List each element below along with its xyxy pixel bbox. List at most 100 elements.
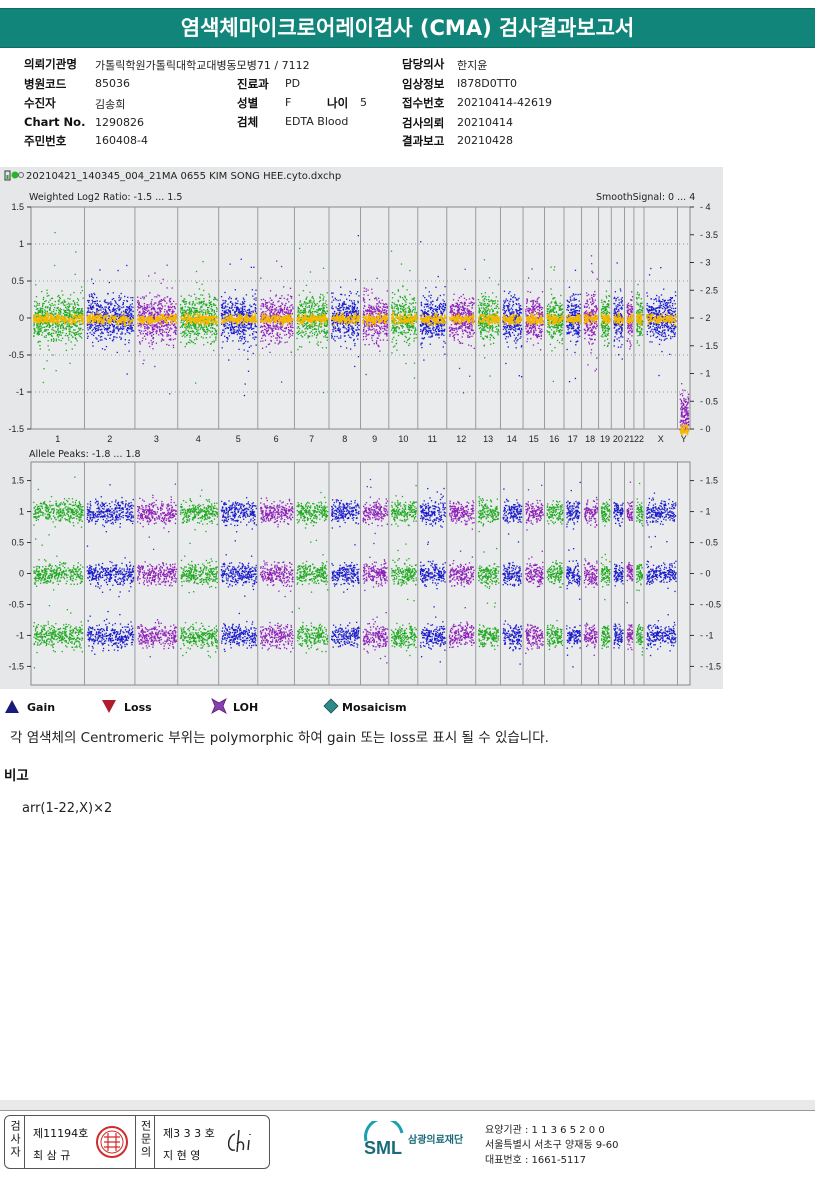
log2-ratio-point	[208, 299, 210, 302]
log2-ratio-point	[280, 381, 283, 383]
info-label: 검체	[237, 114, 258, 130]
log2-ratio-point	[337, 305, 340, 307]
log2-ratio-point	[117, 317, 120, 319]
log2-ratio-point	[200, 311, 203, 313]
log2-ratio-point	[323, 330, 326, 333]
log2-ratio-point	[296, 322, 299, 325]
smooth-signal-point	[250, 320, 253, 323]
log2-ratio-point	[272, 301, 274, 304]
log2-ratio-point	[300, 346, 303, 348]
smooth-signal-point	[212, 314, 215, 318]
log2-ratio-point	[224, 335, 226, 337]
log2-ratio-point	[44, 311, 46, 314]
log2-ratio-point	[266, 330, 269, 332]
smooth-signal-point	[307, 319, 309, 323]
log2-ratio-point	[166, 328, 168, 330]
log2-ratio-point	[247, 358, 249, 360]
log2-ratio-point	[36, 304, 38, 307]
log2-ratio-point	[79, 312, 82, 314]
log2-ratio-point	[89, 323, 91, 325]
log2-ratio-point	[93, 301, 95, 303]
log2-ratio-point	[128, 305, 131, 308]
log2-ratio-point	[301, 336, 304, 338]
log2-ratio-point	[343, 314, 346, 317]
log2-ratio-point	[42, 316, 44, 318]
log2-ratio-point	[334, 335, 336, 338]
log2-ratio-point	[346, 298, 348, 300]
log2-ratio-point	[278, 328, 280, 330]
log2-ratio-point	[290, 297, 293, 299]
log2-ratio-point	[236, 331, 238, 333]
log2-ratio-point	[316, 309, 318, 311]
log2-ratio-point	[89, 295, 91, 298]
log2-ratio-point	[47, 329, 49, 331]
log2-ratio-point	[201, 326, 203, 328]
smooth-signal-point	[204, 315, 206, 318]
log2-ratio-point	[289, 306, 291, 308]
log2-ratio-point	[339, 328, 341, 330]
smooth-signal-point	[312, 314, 315, 318]
info-label: 성별	[237, 95, 258, 111]
smooth-signal-point	[198, 318, 200, 322]
log2-ratio-point	[113, 328, 115, 330]
log2-ratio-point	[128, 332, 130, 334]
log2-ratio-point	[235, 306, 238, 309]
log2-ratio-point	[240, 340, 242, 342]
log2-ratio-point	[68, 328, 70, 330]
info-label: 진료과	[237, 76, 269, 92]
smooth-signal-point	[199, 312, 201, 316]
log2-ratio-point	[243, 310, 245, 313]
smooth-signal-point	[38, 314, 40, 317]
log2-ratio-point	[197, 332, 200, 334]
log2-ratio-point	[243, 336, 245, 339]
log2-ratio-point	[349, 310, 352, 312]
log2-ratio-point	[278, 340, 281, 342]
log2-ratio-point	[233, 331, 235, 333]
log2-ratio-point	[49, 312, 51, 314]
log2-ratio-point	[234, 325, 236, 328]
log2-ratio-point	[69, 330, 71, 332]
log2-ratio-point	[92, 297, 95, 299]
log2-ratio-point	[108, 306, 111, 308]
log2-ratio-point	[132, 306, 134, 309]
log2-ratio-point	[305, 304, 307, 306]
log2-ratio-point	[175, 333, 177, 335]
smooth-signal-point	[111, 314, 113, 317]
log2-ratio-point	[226, 340, 228, 342]
log2-ratio-point	[80, 308, 83, 310]
log2-ratio-point	[66, 312, 69, 314]
log2-ratio-point	[157, 312, 159, 314]
log2-ratio-point	[340, 337, 342, 339]
log2-ratio-point	[151, 329, 154, 331]
log2-ratio-point	[255, 325, 258, 328]
log2-ratio-point	[142, 363, 144, 365]
log2-ratio-point	[71, 303, 73, 305]
log2-ratio-point	[309, 323, 311, 326]
log2-ratio-point	[64, 301, 67, 303]
log2-ratio-point	[254, 293, 256, 295]
log2-ratio-point	[322, 298, 324, 300]
log2-ratio-point	[53, 314, 55, 316]
log2-ratio-point	[48, 326, 51, 328]
log2-ratio-point	[41, 309, 43, 312]
log2-ratio-point	[239, 336, 241, 338]
log2-ratio-point	[57, 295, 59, 298]
smooth-signal-point	[290, 314, 292, 317]
log2-ratio-point	[325, 336, 327, 338]
log2-ratio-point	[101, 311, 103, 313]
log2-ratio-point	[222, 299, 224, 302]
log2-ratio-point	[103, 314, 105, 316]
log2-ratio-point	[144, 327, 146, 330]
log2-ratio-point	[86, 312, 88, 314]
log2-ratio-point	[313, 334, 316, 336]
log2-ratio-point	[188, 332, 190, 334]
log2-ratio-point	[128, 307, 131, 309]
log2-ratio-point	[43, 309, 46, 311]
smooth-signal-point	[301, 319, 304, 322]
log2-ratio-point	[58, 311, 60, 314]
log2-ratio-point	[182, 300, 185, 302]
log2-ratio-point	[331, 323, 333, 325]
log2-ratio-point	[106, 329, 108, 331]
log2-ratio-point	[155, 332, 158, 335]
log2-ratio-point	[56, 335, 58, 337]
